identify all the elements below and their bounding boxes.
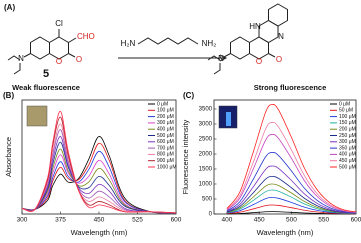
legend-label: 300 μM [339,139,356,145]
series-line [21,150,177,214]
atom: O [56,57,62,66]
series-line [226,122,357,213]
legend-label: 150 μM [339,120,356,126]
arrow [118,54,228,62]
series-line [226,152,357,214]
y-tick-label: 2000 [199,152,213,158]
y-tick-label: 1000 [199,182,213,188]
x-tick-label: 375 [55,217,66,224]
x-tick-label: 450 [254,217,265,224]
series-line [226,197,357,215]
x-tick-label: 600 [171,217,182,224]
legend-label: 400 μM [157,127,174,133]
x-tick-label: 450 [94,217,105,224]
legend-label: 200 μM [157,114,174,120]
ring [30,36,50,60]
legend-label: 250 μM [339,133,356,139]
ring [49,36,69,60]
series-line [21,148,177,214]
chain [137,37,199,45]
compound-number: 5 [43,68,49,80]
y-tick-label: 500 [202,197,213,203]
legend-label: 50 μM [339,108,353,114]
atom: O [276,55,282,64]
y-axis-title: Absorbance [4,137,13,177]
series-line [226,165,357,214]
series-line [226,204,357,215]
legend-label: 450 μM [339,158,356,164]
legend-label: 400 μM [339,152,356,158]
y-tick-label: 1500 [199,167,213,173]
series-line [226,134,357,213]
atom: N [218,54,224,63]
legend-label: 900 μM [157,158,174,164]
legend-label: 0 μM [339,101,350,107]
legend-label: 350 μM [339,145,356,151]
x-tick-label: 500 [286,217,297,224]
series-line [226,211,357,215]
x-tick-label: 550 [318,217,329,224]
x-axis-title: Wavelength (nm) [257,228,314,237]
x-tick-label: 300 [17,217,28,224]
reagent-end: NH₂ [202,39,217,48]
caption: Strong fluorescence [254,83,327,92]
group: CHO [77,32,95,41]
legend-label: 0 μM [157,101,168,107]
inset-photo [26,105,48,127]
panel-label: (A) [4,3,15,12]
x-tick-label: 600 [351,217,361,224]
reagent-end: H₂N [121,39,136,48]
series-line [226,183,357,214]
series-line [21,136,177,214]
legend-label: 700 μM [157,145,174,151]
legend-label: 200 μM [339,127,356,133]
series-line [226,104,357,213]
legend-label: 500 μM [339,164,356,170]
atom: N [18,54,24,63]
y-axis-title: Fluorescence intensity [181,119,190,194]
legend-label: 1000 μM [157,164,177,170]
y-tick-label: 3000 [199,122,213,128]
y-tick-label: 2500 [199,137,213,143]
legend-label: 100 μM [339,114,356,120]
legend-label: 600 μM [157,139,174,145]
series-line [21,142,177,214]
legend-label: 300 μM [157,120,174,126]
ring [230,36,250,60]
plot-frame [213,99,357,215]
series-line [226,176,357,214]
caption: Weak fluorescence [12,83,80,92]
scheme: (A) Cl CHO N O O 5 Weak fluorescence H₂N… [4,3,326,92]
inset-photo-glow [226,112,231,126]
series-line [21,136,177,214]
series-line [21,110,177,214]
series-line [226,189,357,214]
legend-label: 100 μM [157,108,174,114]
legend-label: 500 μM [157,133,174,139]
panel-label: (B) [3,91,14,100]
atom: Cl [55,19,63,28]
ring [268,3,288,27]
y-tick-label: 3500 [199,107,213,113]
bonds [207,53,276,75]
series-line [21,154,177,214]
series-line [21,141,177,214]
y-tick-label: 0 [209,212,213,218]
atom: HN [249,22,261,31]
atom: O [76,55,82,64]
atom: N [278,32,284,41]
panel-label: (C) [183,91,194,100]
atom: O [256,57,262,66]
x-tick-label: 525 [132,217,143,224]
x-tick-label: 400 [221,217,232,224]
legend-label: 800 μM [157,152,174,158]
x-axis-title: Wavelength (nm) [71,228,128,237]
bonds [7,29,77,75]
